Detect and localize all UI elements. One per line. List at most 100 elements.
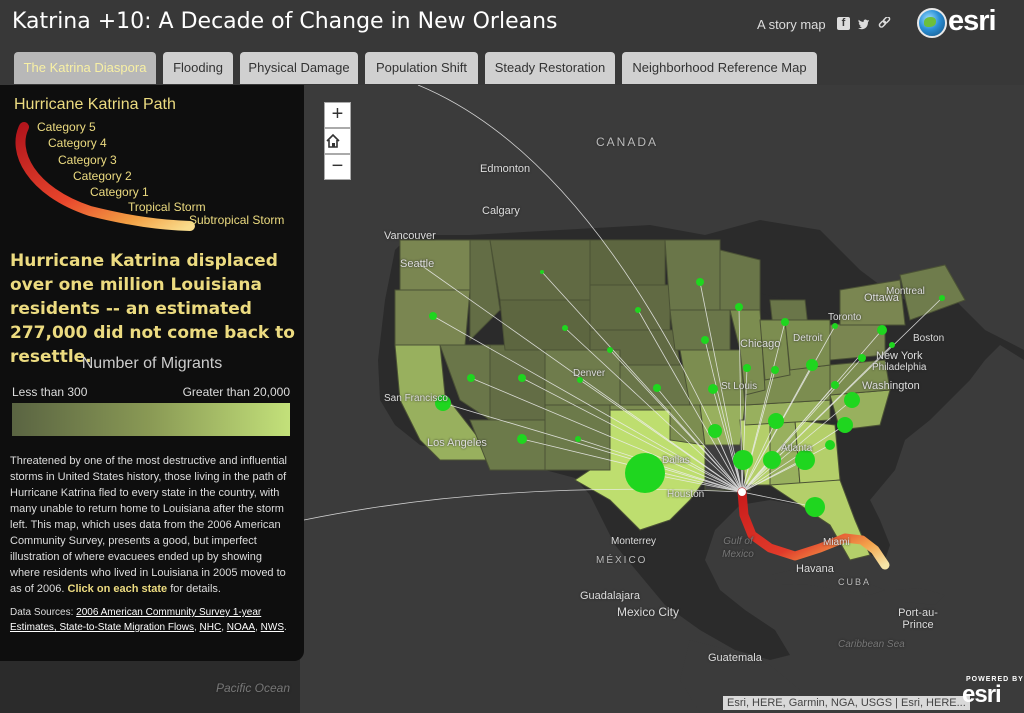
label-atlanta: Atlanta [781, 443, 813, 454]
label-boston: Boston [913, 333, 945, 344]
esri-logo[interactable]: esri [948, 5, 997, 37]
legend-category-3: Category 3 [58, 153, 117, 167]
label-ottawa: Ottawa [864, 292, 899, 304]
legend-category-4: Category 4 [48, 136, 107, 150]
source-link-acs[interactable]: 2006 American Community Survey 1-year Es… [10, 607, 262, 633]
hurricane-legend-path [15, 122, 195, 231]
label-vancouver: Vancouver [384, 230, 436, 242]
label-cuba: CUBA [838, 577, 872, 587]
label-st-louis: St Louis [721, 381, 758, 392]
label-havana: Havana [796, 563, 834, 575]
label-new-york: New York [876, 350, 923, 362]
state-missouri [679, 349, 746, 406]
label-los-angeles: Los Angeles [427, 437, 487, 449]
label-montreal: Montreal [886, 286, 925, 297]
hurricane-path [737, 487, 890, 570]
label-houston: Houston [667, 489, 705, 500]
source-link-noaa[interactable]: NOAA [226, 622, 256, 633]
label-canada: CANADA [596, 135, 659, 149]
state-north-dakota [589, 239, 666, 286]
new-orleans-marker [738, 488, 746, 496]
legend-category-5: Category 5 [37, 120, 96, 134]
state-indiana [759, 319, 791, 381]
home-icon [326, 133, 340, 148]
legend-tropical-storm: Tropical Storm [128, 200, 206, 214]
map-attribution[interactable]: Esri, HERE, Garmin, NGA, USGS | Esri, HE… [723, 696, 970, 710]
source-link-nhc[interactable]: NHC [199, 622, 222, 633]
hurricane-legend-title: Hurricane Katrina Path [14, 96, 176, 113]
label-philadelphia: Philadelphia [872, 362, 927, 373]
state-minnesota [664, 239, 721, 311]
migrants-color-ramp [12, 403, 290, 436]
description-body: Threatened by one of the most destructiv… [10, 455, 288, 595]
tab-steady-restoration[interactable]: Steady Restoration [485, 52, 615, 84]
label-calgary: Calgary [482, 205, 520, 217]
facebook-icon[interactable]: f [837, 17, 850, 30]
hispaniola-island [895, 588, 945, 605]
state-utah [489, 344, 546, 421]
tab-physical-damage[interactable]: Physical Damage [240, 52, 358, 84]
globe-icon [917, 8, 947, 38]
state-wyoming [499, 299, 591, 351]
description-tail: for details. [170, 583, 221, 595]
label-toronto: Toronto [828, 312, 862, 323]
label-chicago: Chicago [740, 338, 781, 350]
twitter-icon[interactable] [857, 17, 870, 30]
tab-bar: The Katrina Diaspora Flooding Physical D… [0, 48, 1024, 85]
attribution-tail: ... [956, 697, 966, 709]
migrants-legend-high: Greater than 20,000 [182, 385, 290, 399]
link-icon[interactable] [878, 16, 891, 30]
label-edmonton: Edmonton [480, 163, 531, 175]
state-new-england [899, 264, 966, 321]
label-mexico-city: Mexico City [617, 605, 680, 619]
label-mexico: MÉXICO [596, 555, 648, 566]
state-iowa [669, 309, 731, 351]
description-text: Threatened by one of the most destructiv… [10, 453, 294, 597]
story-panel[interactable]: Hurricane Katrina Path Category 5 Catego… [0, 85, 304, 661]
zoom-out-button[interactable]: − [324, 154, 351, 180]
headline-text: Hurricane Katrina displaced over one mil… [10, 251, 295, 367]
cuba-island [770, 568, 885, 595]
label-miami: Miami [823, 537, 850, 548]
migrant-circles [429, 270, 945, 517]
label-seattle: Seattle [400, 258, 435, 270]
state-montana [489, 239, 591, 301]
attribution-text: Esri, HERE, Garmin, NGA, USGS | Esri, HE… [727, 697, 957, 709]
tab-flooding[interactable]: Flooding [163, 52, 233, 84]
label-washington: Washington [862, 380, 920, 392]
zoom-in-button[interactable]: + [324, 102, 351, 128]
tab-population-shift[interactable]: Population Shift [365, 52, 478, 84]
label-guatemala: Guatemala [708, 652, 762, 664]
label-pacific-ocean: Pacific Ocean [216, 681, 291, 695]
label-dallas: Dallas [662, 455, 690, 466]
north-america-land [300, 85, 1024, 713]
page-title: Katrina +10: A Decade of Change in New O… [12, 9, 558, 34]
tab-katrina-diaspora[interactable]: The Katrina Diaspora [14, 52, 156, 84]
label-monterrey: Monterrey [611, 536, 657, 547]
home-button[interactable] [324, 128, 351, 154]
migrants-legend-title: Number of Migrants [81, 355, 223, 372]
migrants-legend-low: Less than 300 [12, 385, 88, 399]
story-map-label: A story map [757, 17, 826, 32]
state-idaho [469, 239, 501, 342]
header-bar: Katrina +10: A Decade of Change in New O… [0, 0, 1024, 48]
label-gulf-of-mexico: Gulf of Mexico [722, 536, 754, 560]
label-guadalajara: Guadalajara [580, 590, 640, 602]
label-caribbean-sea: Caribbean Sea [838, 639, 905, 650]
label-detroit: Detroit [793, 333, 823, 344]
central-america-land [680, 640, 800, 713]
source-link-nws[interactable]: NWS [260, 622, 285, 633]
state-new-york [839, 279, 906, 326]
data-sources: Data Sources: 2006 American Community Su… [10, 607, 287, 633]
label-port-au-prince: Port-au-Prince [898, 607, 938, 631]
tab-neighborhood-reference-map[interactable]: Neighborhood Reference Map [622, 52, 817, 84]
state-wisconsin [719, 249, 761, 311]
powered-by-label: POWERED BY [966, 676, 1024, 683]
basemap-svg [300, 85, 1024, 713]
click-state-cta: Click on each state [67, 583, 168, 595]
legend-category-1: Category 1 [90, 185, 149, 199]
powered-by-esri-logo[interactable]: esri [962, 681, 1002, 708]
legend-subtropical-storm: Subtropical Storm [189, 213, 285, 227]
label-denver: Denver [573, 368, 606, 379]
